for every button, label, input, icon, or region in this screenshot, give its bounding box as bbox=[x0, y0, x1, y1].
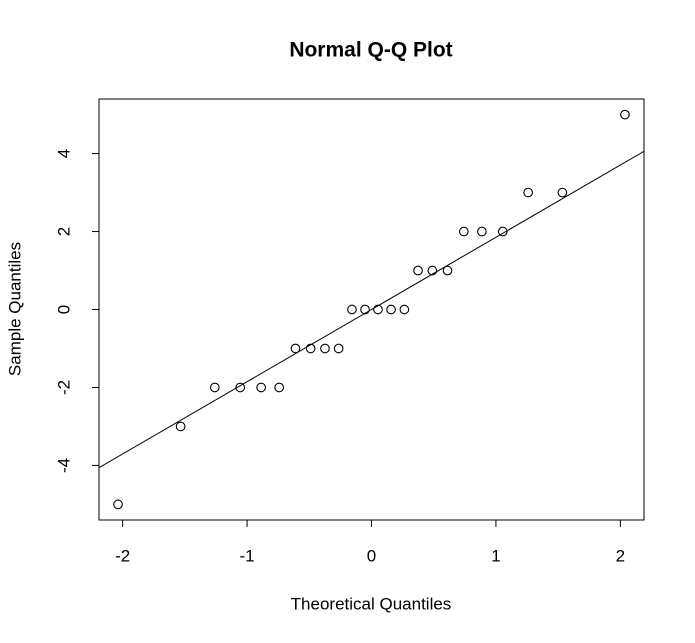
point bbox=[235, 382, 246, 393]
point bbox=[497, 226, 508, 237]
x-tick-label: -2 bbox=[115, 546, 130, 565]
point bbox=[305, 343, 316, 354]
point bbox=[347, 304, 357, 315]
chart-title: Normal Q-Q Plot bbox=[289, 39, 452, 62]
point bbox=[209, 382, 220, 393]
point bbox=[113, 499, 123, 510]
x-tick-label: 0 bbox=[367, 546, 376, 565]
point bbox=[256, 382, 266, 393]
point bbox=[373, 304, 383, 315]
point bbox=[458, 226, 469, 237]
point bbox=[360, 304, 370, 315]
point bbox=[477, 226, 487, 237]
point bbox=[290, 343, 301, 354]
point bbox=[620, 109, 630, 120]
x-tick-label: -1 bbox=[240, 546, 255, 565]
point bbox=[427, 265, 438, 276]
x-axis-label: Theoretical Quantiles bbox=[291, 594, 452, 613]
point bbox=[557, 187, 568, 198]
reference-line bbox=[99, 150, 644, 469]
y-tick-label: -4 bbox=[54, 458, 73, 473]
point bbox=[413, 265, 423, 276]
point bbox=[274, 382, 285, 393]
point bbox=[523, 187, 534, 198]
point bbox=[333, 343, 344, 354]
point bbox=[386, 304, 396, 315]
y-tick-label: 2 bbox=[54, 227, 73, 236]
y-axis-label: Sample Quantiles bbox=[5, 242, 24, 376]
y-tick-label: 4 bbox=[54, 149, 73, 158]
point bbox=[175, 421, 186, 432]
point bbox=[320, 343, 330, 354]
y-tick-label: -2 bbox=[54, 380, 73, 395]
x-tick-label: 2 bbox=[616, 546, 625, 565]
x-tick-label: 1 bbox=[491, 546, 500, 565]
point bbox=[399, 304, 410, 315]
point bbox=[442, 265, 453, 276]
y-tick-label: 0 bbox=[54, 305, 73, 314]
